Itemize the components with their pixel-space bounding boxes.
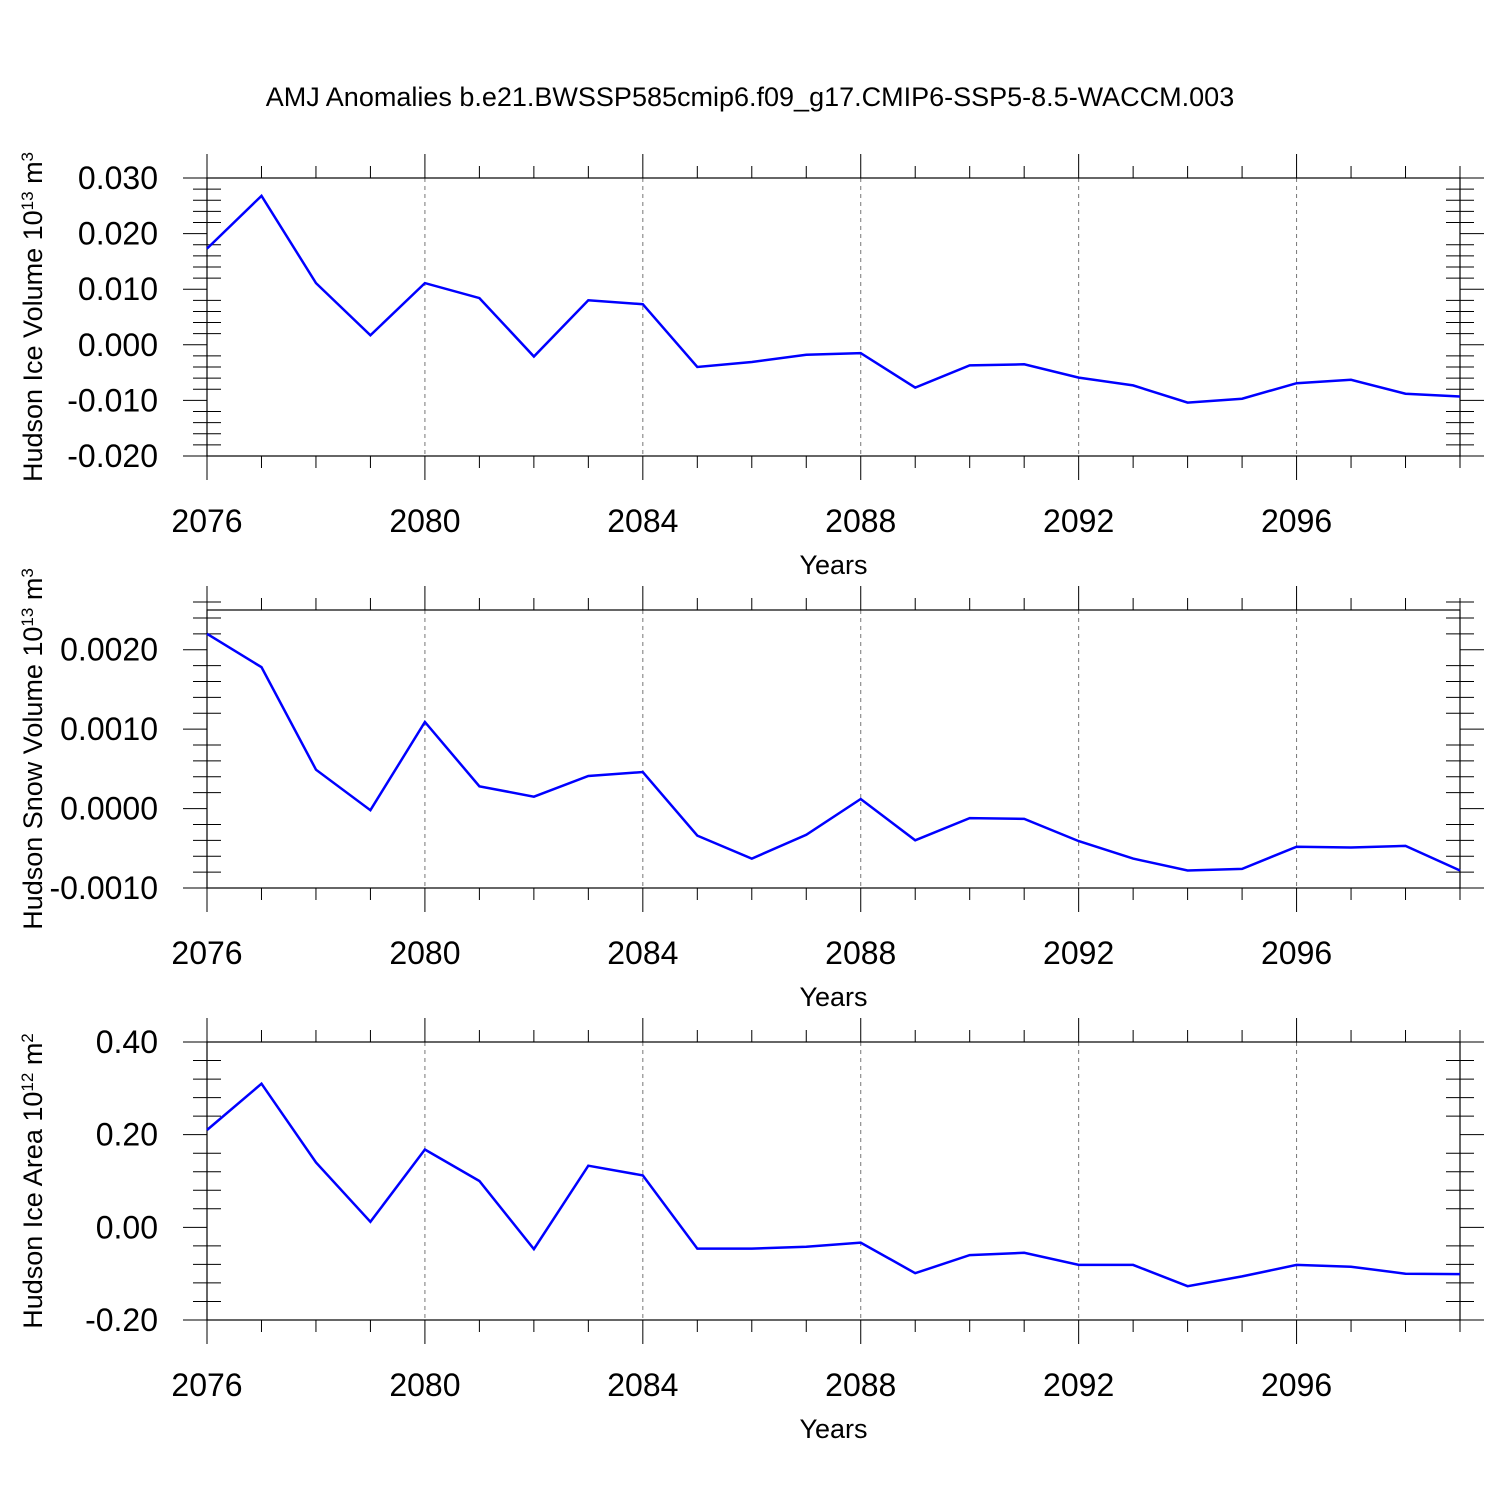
x-tick-label: 2088 <box>825 503 896 539</box>
y-axis-label-text: m <box>18 578 48 608</box>
plot-frame <box>206 177 1461 457</box>
y-axis-label-text: m <box>18 161 48 191</box>
x-tick-label: 2080 <box>389 935 460 971</box>
y-tick-label: 0.000 <box>78 327 158 363</box>
x-tick-label: 2080 <box>389 1367 460 1403</box>
y-axis-label-text: Hudson Ice Volume 10 <box>18 210 48 482</box>
x-tick-label: 2096 <box>1261 1367 1332 1403</box>
y-tick-label: 0.40 <box>96 1024 158 1060</box>
plot-frame <box>206 609 1461 889</box>
x-tick-label: 2092 <box>1043 935 1114 971</box>
y-tick-label: -0.010 <box>67 382 158 418</box>
x-tick-label: 2076 <box>171 1367 242 1403</box>
y-axis-label: Hudson Ice Volume 1013 m3 <box>18 152 49 482</box>
chart-panel-2: 2076 2080 2084 2088 2092 2096 -0.0010 0.0000 0.0… <box>18 568 1484 1012</box>
x-tick-label: 2092 <box>1043 1367 1114 1403</box>
x-tick-label: 2088 <box>825 1367 896 1403</box>
y-axis-label-text: m <box>18 1043 48 1073</box>
y-tick-label: 0.0020 <box>60 632 158 668</box>
y-tick-label: 0.020 <box>78 216 158 252</box>
y-tick-label: 0.030 <box>78 160 158 196</box>
x-tick-label: 2084 <box>607 1367 678 1403</box>
y-axis-label-text: Hudson Ice Area 10 <box>18 1092 48 1329</box>
y-axis-label: Hudson Snow Volume 1013 m3 <box>18 568 49 930</box>
y-tick-label: 0.010 <box>78 271 158 307</box>
y-tick-label: 0.0000 <box>60 791 158 827</box>
y-tick-label: 0.20 <box>96 1117 158 1153</box>
y-axis-label-superscript: 2 <box>18 1033 37 1042</box>
x-tick-label: 2076 <box>171 503 242 539</box>
plot-frame <box>206 1041 1461 1321</box>
series-line <box>206 1081 1461 1288</box>
y-axis-label-text: Hudson Snow Volume 10 <box>18 627 48 930</box>
y-tick-label: 0.00 <box>96 1209 158 1245</box>
series-line <box>206 632 1461 872</box>
chart-panel-3: 2076 2080 2084 2088 2092 2096 -0.20 0.00 0.20 0.4… <box>18 1018 1484 1444</box>
x-tick-label: 2092 <box>1043 503 1114 539</box>
x-axis-label: Years <box>799 550 867 580</box>
y-axis-label-superscript: 13 <box>18 191 37 210</box>
x-tick-label: 2088 <box>825 935 896 971</box>
y-tick-label: -0.0010 <box>49 870 158 906</box>
y-axis-label: Hudson Ice Area 1012 m2 <box>18 1033 49 1329</box>
x-tick-label: 2076 <box>171 935 242 971</box>
chart-panel-1: 2076 2080 2084 2088 2092 2096 -0.020 -0.010 0.00… <box>18 152 1484 580</box>
y-tick-label: -0.020 <box>67 438 158 474</box>
y-axis-label-superscript: 12 <box>18 1073 37 1092</box>
y-axis-label-superscript: 13 <box>18 608 37 627</box>
x-axis-label: Years <box>799 1414 867 1444</box>
x-tick-label: 2096 <box>1261 935 1332 971</box>
y-axis-label-superscript: 3 <box>18 152 37 161</box>
x-tick-label: 2080 <box>389 503 460 539</box>
y-axis-label-superscript: 3 <box>18 568 37 577</box>
x-tick-label: 2084 <box>607 503 678 539</box>
x-axis-label: Years <box>799 982 867 1012</box>
x-tick-label: 2096 <box>1261 503 1332 539</box>
series-line <box>206 193 1461 404</box>
y-tick-label: 0.0010 <box>60 711 158 747</box>
x-tick-label: 2084 <box>607 935 678 971</box>
chart-panels: 2076 2080 2084 2088 2092 2096 -0.020 -0.010 0.00… <box>18 152 1484 1444</box>
y-tick-label: -0.20 <box>85 1302 158 1338</box>
figure-title: AMJ Anomalies b.e21.BWSSP585cmip6.f09_g1… <box>266 82 1234 112</box>
